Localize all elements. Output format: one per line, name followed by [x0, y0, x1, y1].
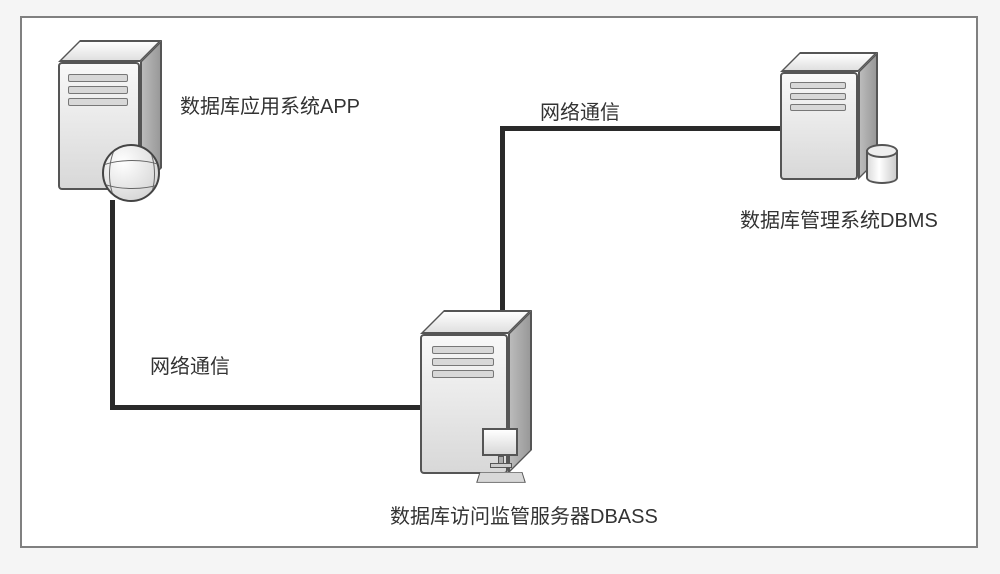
dbms-server-icon — [780, 52, 892, 192]
app-server-icon — [58, 40, 170, 200]
edge-app-dbass-h — [110, 405, 420, 410]
edge-dbms-dbass-v — [500, 126, 505, 310]
dbass-server-label: 数据库访问监管服务器DBASS — [390, 500, 658, 529]
globe-icon — [102, 144, 160, 202]
terminal-icon — [482, 428, 518, 456]
dbms-server-label: 数据库管理系统DBMS — [740, 204, 938, 233]
edge-app-dbass-v — [110, 200, 115, 410]
app-server-label: 数据库应用系统APP — [180, 90, 360, 119]
edge-app-dbass-label: 网络通信 — [150, 350, 230, 379]
edge-dbms-dbass-h — [500, 126, 780, 131]
dbass-server-icon — [420, 310, 540, 488]
edge-dbms-dbass-label: 网络通信 — [540, 96, 620, 125]
